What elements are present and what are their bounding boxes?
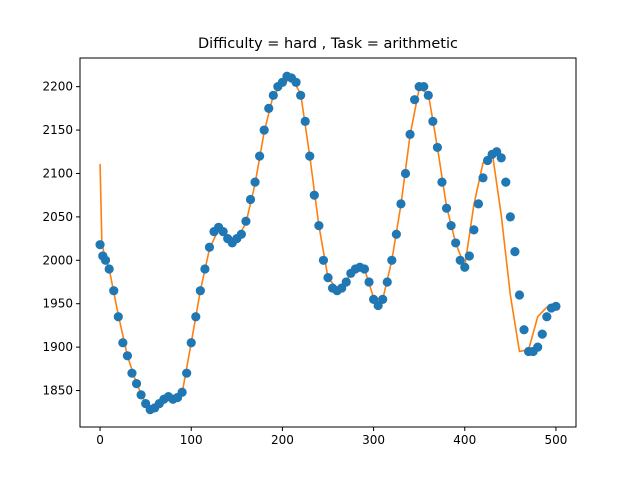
scatter-point: [537, 329, 547, 339]
scatter-point: [441, 203, 452, 213]
scatter-point: [291, 77, 301, 87]
y-tick-label: 1900: [42, 340, 73, 354]
scatter-point: [437, 177, 447, 187]
scatter-point: [245, 194, 256, 205]
scatter-point: [551, 301, 561, 311]
scatter-point: [296, 90, 306, 100]
scatter-point: [464, 251, 474, 261]
axes: [79, 57, 577, 428]
scatter-point: [109, 286, 119, 296]
scatter-point: [95, 240, 105, 250]
scatter-point: [309, 190, 319, 200]
x-tick-label: 200: [271, 433, 294, 447]
scatter-point: [314, 220, 324, 231]
scatter-point: [268, 90, 278, 100]
scatter-point: [378, 294, 388, 304]
scatter-point: [519, 325, 529, 335]
scatter-point: [218, 227, 228, 237]
x-tick-label: 300: [362, 433, 385, 447]
y-tick-label: 2050: [42, 210, 73, 224]
scatter-point: [446, 220, 456, 231]
scatter-point: [186, 338, 196, 348]
scatter-point: [473, 199, 484, 209]
scatter-point: [104, 264, 114, 274]
scatter-point: [341, 277, 351, 287]
scatter-point: [122, 351, 133, 361]
scatter-point: [423, 90, 433, 100]
x-axis-ticks: 0 100 200 300 400 500: [96, 427, 567, 447]
scatter-point: [200, 264, 210, 274]
scatter-point: [182, 368, 192, 378]
x-tick-label: 500: [544, 433, 567, 447]
scatter-point: [419, 82, 429, 92]
scatter-point: [505, 212, 515, 222]
scatter-point: [195, 286, 205, 296]
scatter-point: [100, 255, 111, 265]
scatter-point: [382, 277, 392, 287]
scatter-points-layer: [95, 71, 561, 415]
scatter-point: [428, 116, 438, 126]
y-tick-label: 1950: [42, 297, 73, 311]
scatter-point: [177, 387, 187, 397]
scatter-point: [236, 229, 246, 239]
x-tick-label: 0: [96, 433, 104, 447]
y-tick-label: 2150: [42, 123, 73, 137]
scatter-point: [364, 277, 374, 287]
scatter-point: [241, 216, 251, 226]
scatter-point: [387, 255, 397, 265]
scatter-point: [191, 312, 201, 322]
chart-title: Difficulty = hard , Task = arithmetic: [198, 36, 458, 52]
scatter-point: [410, 95, 420, 105]
scatter-point: [455, 255, 465, 265]
x-tick-label: 100: [180, 433, 203, 447]
scatter-point: [451, 238, 461, 248]
y-tick-label: 2000: [42, 253, 73, 267]
scatter-point: [259, 125, 269, 135]
scatter-point: [113, 312, 123, 322]
scatter-point: [255, 151, 265, 161]
y-tick-label: 2100: [42, 166, 73, 180]
scatter-point: [127, 368, 137, 378]
scatter-point: [318, 255, 329, 265]
scatter-point: [542, 312, 552, 322]
scatter-point: [396, 199, 406, 209]
scatter-point: [264, 103, 274, 113]
scatter-point: [323, 273, 333, 283]
scatter-point: [405, 129, 415, 139]
scatter-point: [300, 116, 310, 126]
scatter-point: [204, 242, 215, 252]
x-tick-label: 400: [453, 433, 476, 447]
y-tick-label: 2200: [42, 80, 73, 94]
scatter-point: [250, 177, 260, 187]
scatter-point: [478, 173, 488, 183]
scatter-point: [469, 225, 479, 235]
scatter-point: [305, 151, 315, 161]
scatter-point: [118, 338, 128, 348]
scatter-point: [496, 153, 506, 163]
scatter-point: [359, 264, 370, 274]
scatter-point: [391, 229, 401, 239]
scatter-point: [510, 247, 520, 257]
scatter-point: [514, 290, 525, 300]
scatter-point: [501, 177, 511, 187]
plot-frame: [79, 57, 577, 428]
scatter-point: [533, 342, 543, 352]
scatter-point: [131, 378, 142, 389]
scatter-point: [400, 168, 411, 179]
y-tick-label: 1850: [42, 384, 73, 398]
scatter-point: [460, 262, 470, 272]
scatter-point: [136, 390, 146, 400]
y-axis-ticks: 1850 1900 1950 2000 2050 2100 2150 2200: [42, 80, 80, 398]
scatter-point: [432, 142, 443, 153]
